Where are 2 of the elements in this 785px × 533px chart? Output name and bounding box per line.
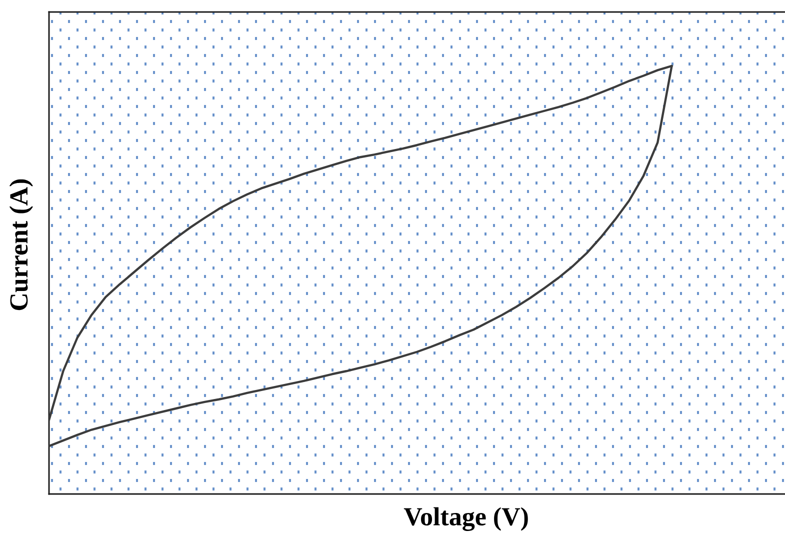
y-axis-title: Current (A) [9,179,33,310]
x-axis-title: Voltage (V) [404,507,528,531]
